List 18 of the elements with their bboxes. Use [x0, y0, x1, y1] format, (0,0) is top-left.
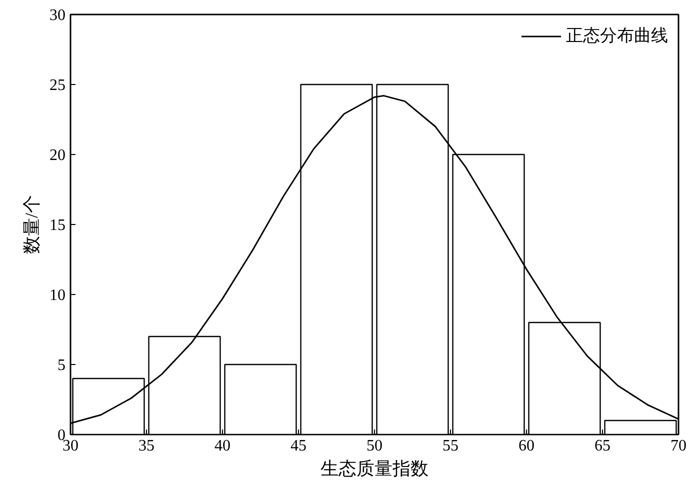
y-tick-label: 25: [50, 77, 66, 94]
x-axis-title: 生态质量指数: [320, 458, 428, 478]
y-tick-label: 5: [58, 357, 66, 374]
x-tick-label: 70: [670, 438, 686, 454]
x-tick-label: 35: [138, 438, 154, 454]
legend-label: 正态分布曲线: [566, 25, 668, 47]
y-tick-label: 30: [50, 7, 66, 24]
y-tick-label: 15: [50, 217, 66, 234]
x-tick-label: 40: [214, 438, 230, 454]
y-tick-label: 10: [50, 287, 66, 304]
y-axis-title: 数量/个: [22, 194, 42, 254]
x-tick-label: 60: [518, 438, 534, 454]
x-tick-label: 50: [366, 438, 382, 454]
y-tick-label: 0: [58, 427, 66, 444]
x-tick-label: 55: [442, 438, 458, 454]
x-tick-label: 65: [594, 438, 610, 454]
x-tick-label: 45: [290, 438, 306, 454]
y-tick-label: 20: [50, 147, 66, 164]
